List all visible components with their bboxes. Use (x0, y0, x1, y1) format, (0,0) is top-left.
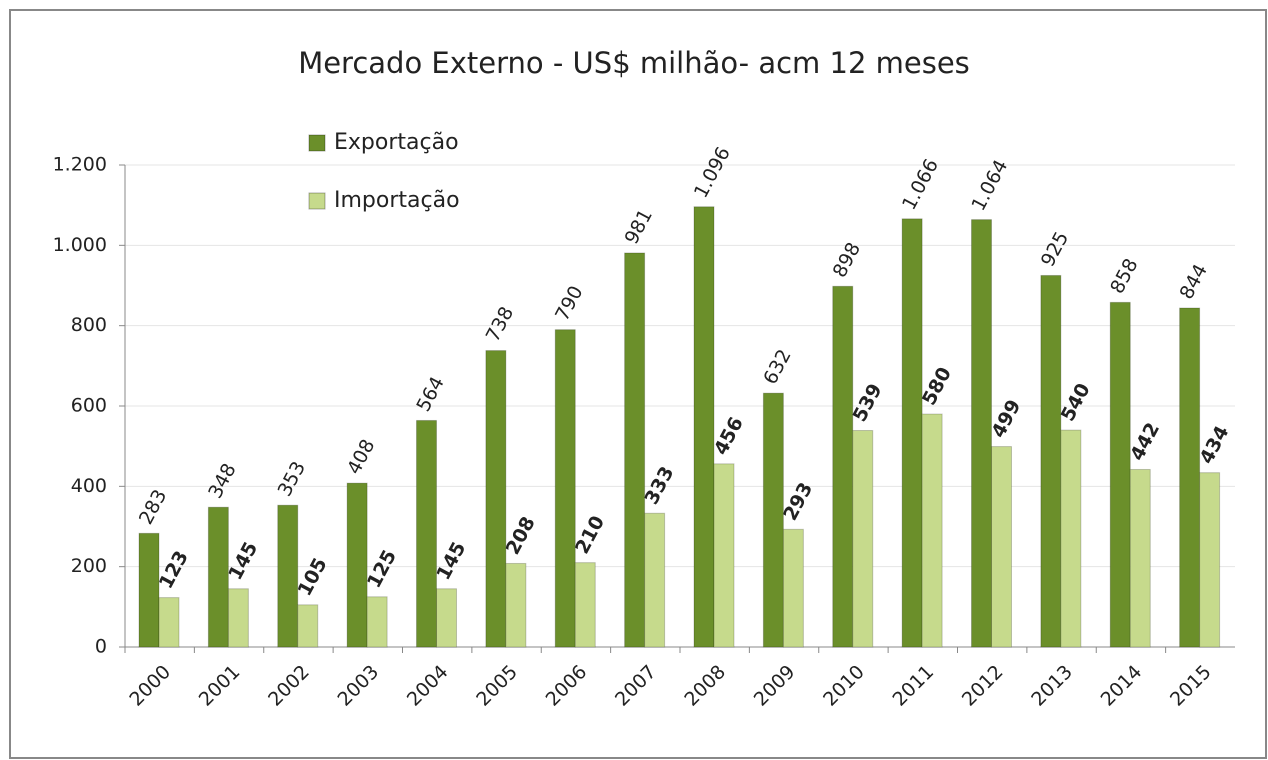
bar (158, 597, 180, 648)
bar (227, 588, 249, 648)
y-tick-label: 600 (71, 395, 107, 417)
bar (1199, 472, 1221, 648)
bar (1129, 468, 1151, 648)
y-tick-label: 200 (71, 555, 107, 577)
bar (554, 329, 576, 648)
y-tick-label: 800 (71, 314, 107, 336)
legend-swatch (308, 192, 326, 210)
bar (644, 512, 666, 648)
y-tick-label: 400 (71, 475, 107, 497)
y-tick-label: 0 (95, 636, 107, 658)
bar (1060, 429, 1082, 648)
bar (485, 350, 507, 648)
bar (971, 219, 992, 648)
bar (901, 218, 923, 648)
bar (713, 463, 735, 648)
bar (624, 252, 646, 648)
bar (991, 446, 1012, 648)
bar (138, 532, 160, 648)
bar (366, 596, 388, 648)
bar (207, 506, 229, 648)
bar (852, 430, 874, 648)
bar (782, 528, 804, 648)
legend-label: Importação (334, 188, 460, 213)
bar (416, 419, 437, 648)
bar (297, 604, 319, 648)
bar (762, 392, 784, 648)
bar (505, 562, 527, 648)
bar (1040, 274, 1062, 648)
bar (346, 482, 368, 648)
bar (574, 562, 596, 648)
y-tick-label: 1.200 (53, 154, 107, 176)
chart-title: Mercado Externo - US$ milhão- acm 12 mes… (298, 46, 970, 80)
bar (693, 206, 715, 648)
bar (921, 413, 943, 648)
bar (436, 588, 457, 648)
bar (832, 285, 854, 648)
y-tick-label: 1.000 (53, 234, 107, 256)
bar (1179, 307, 1201, 648)
legend-label: Exportação (334, 130, 459, 155)
bar (1109, 301, 1131, 648)
bar (277, 504, 299, 648)
legend-swatch (308, 134, 326, 152)
